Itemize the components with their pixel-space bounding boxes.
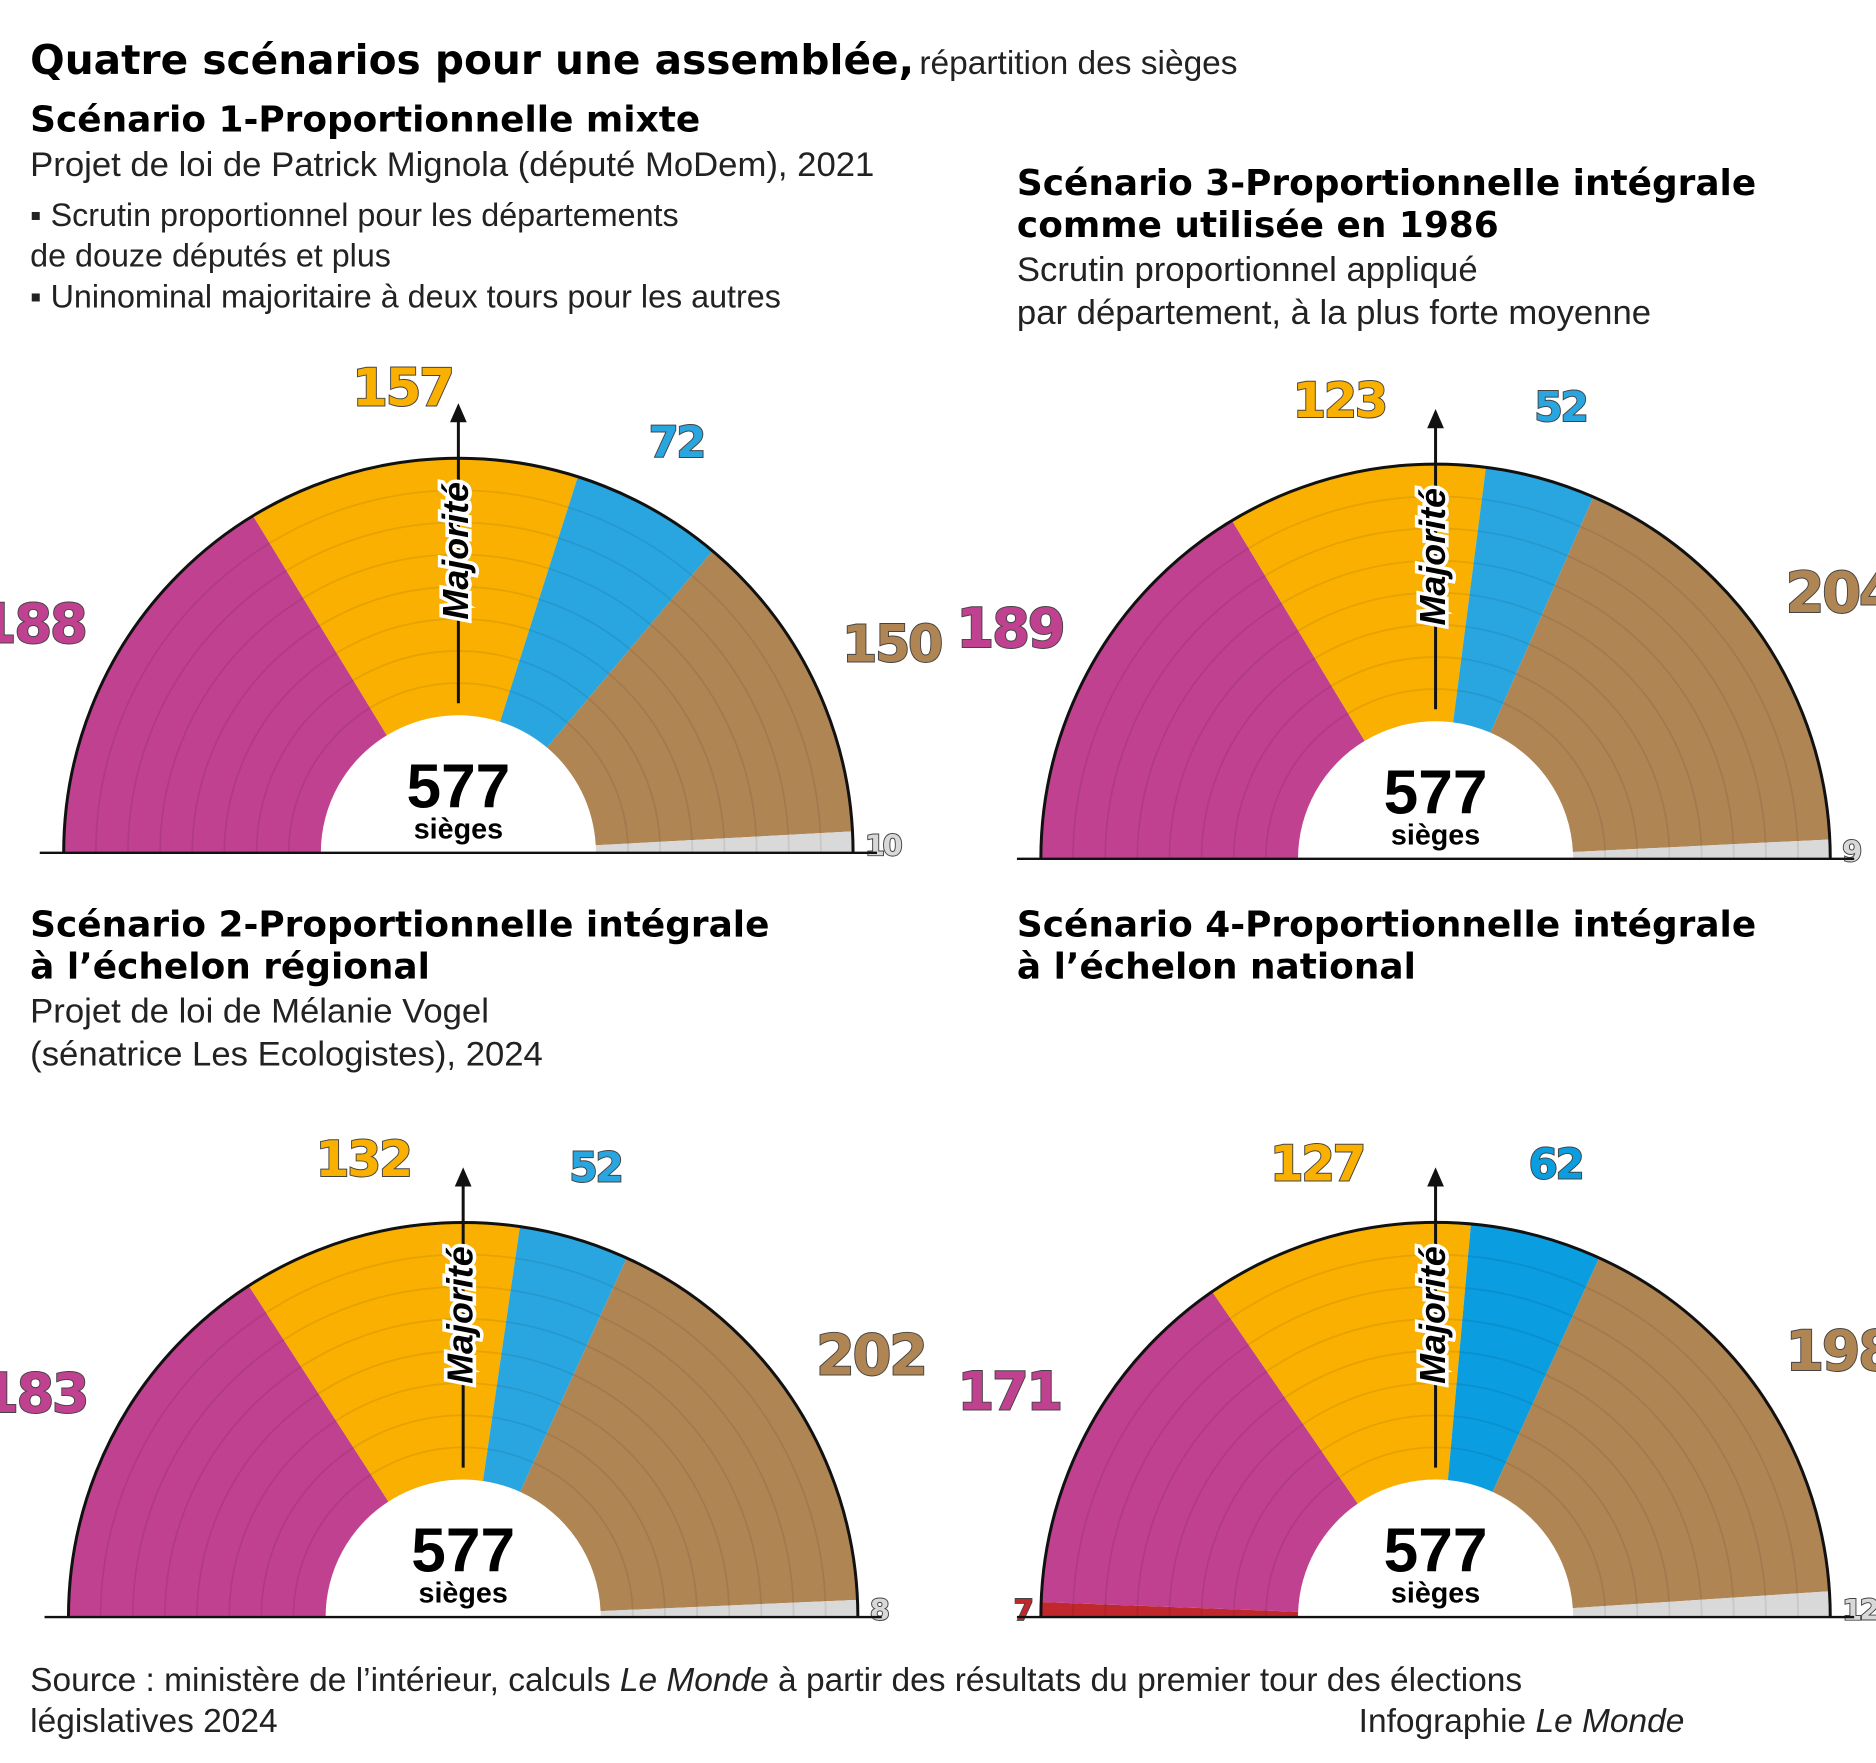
seat-sector: [253, 458, 578, 736]
credit-text: Le Monde: [1535, 1703, 1684, 1740]
majority-label: Majorité: [1413, 1246, 1453, 1384]
chart-title: Scénario 4-Proportionnelle intégrale: [1017, 905, 1756, 946]
seat-label: 183: [0, 1362, 87, 1425]
majority-label: Majorité: [1413, 488, 1453, 626]
majority-arrow: [1427, 409, 1444, 429]
seat-label: 12: [1842, 1593, 1876, 1627]
seat-label: 202: [816, 1323, 926, 1388]
source-text: Le Monde: [620, 1662, 769, 1699]
seat-label: 7: [1014, 1593, 1032, 1627]
majority-label: Majorité: [436, 482, 476, 620]
source-text: Source : ministère de l’intérieur, calcu…: [30, 1662, 620, 1699]
seat-label: 72: [649, 418, 704, 468]
source-text: à partir des résultats du premier tour d…: [769, 1662, 1522, 1699]
seat-label: 127: [1270, 1136, 1364, 1192]
chart-title: Scénario 3-Proportionnelle intégrale: [1017, 163, 1756, 204]
total-label: sièges: [1391, 1578, 1480, 1610]
seat-label: 204: [1785, 561, 1876, 626]
total-seats: 577: [411, 1517, 515, 1586]
subtitle: répartition des sièges: [919, 45, 1237, 82]
seat-label: 157: [352, 358, 452, 418]
total-seats: 577: [1384, 1517, 1488, 1586]
seat-label: 188: [0, 591, 85, 655]
chart-title: à l’échelon national: [1017, 946, 1416, 987]
seat-sector: [500, 476, 713, 748]
seat-label: 189: [956, 596, 1063, 660]
chart-title: comme utilisée en 1986: [1017, 205, 1499, 246]
chart-subtitle: Projet de loi de Patrick Mignola (député…: [30, 146, 874, 184]
seat-label: 10: [865, 829, 902, 863]
chart-title: Scénario 2-Proportionnelle intégrale: [30, 905, 769, 946]
seat-sector: [1041, 1291, 1358, 1612]
seat-label: 8: [870, 1593, 889, 1627]
seat-sector: [595, 831, 854, 853]
seat-label: 62: [1529, 1140, 1583, 1189]
seat-sector: [1447, 1223, 1600, 1492]
chart-title: à l’échelon régional: [30, 946, 430, 987]
majority-arrow: [454, 1167, 472, 1187]
seat-sector: [600, 1599, 858, 1618]
seat-label: 9: [1842, 835, 1861, 869]
seat-sector: [1232, 464, 1486, 741]
majority-label: Majorité: [441, 1246, 481, 1384]
seat-sector: [1453, 467, 1594, 733]
seat-label: 171: [958, 1361, 1061, 1422]
total-label: sièges: [1391, 819, 1480, 851]
chart-title: Scénario 1-Proportionnelle mixte: [30, 100, 700, 141]
seat-label: 132: [316, 1130, 411, 1188]
seat-sector: [1572, 839, 1831, 859]
seat-label: 52: [1534, 383, 1586, 431]
seat-sector: [1040, 520, 1365, 859]
chart-subtitle: par département, à la plus forte moyenne: [1017, 294, 1651, 332]
chart-note: de douze députés et plus: [30, 238, 391, 274]
main-title: Quatre scénarios pour une assemblée, rép…: [30, 36, 1237, 84]
seat-sector: [482, 1226, 627, 1492]
total-label: sièges: [414, 813, 503, 845]
chart-subtitle: (sénatrice Les Ecologistes), 2024: [30, 1036, 543, 1074]
seat-sector: [1040, 1602, 1299, 1618]
seat-sector: [546, 550, 853, 846]
seat-sector: [1490, 496, 1830, 853]
total-label: sièges: [419, 1578, 508, 1610]
majority-arrow: [450, 403, 467, 423]
chart-subtitle: Scrutin proportionnel appliqué: [1017, 251, 1478, 289]
seat-sector: [248, 1222, 520, 1502]
title: Quatre scénarios pour une assemblée,: [30, 36, 914, 84]
credit: Infographie Le Monde: [1359, 1703, 1685, 1740]
seat-sector: [1492, 1257, 1830, 1609]
source: Source : ministère de l’intérieur, calcu…: [30, 1662, 1522, 1699]
seat-sector: [520, 1257, 858, 1612]
seat-sector: [1212, 1222, 1471, 1504]
seat-label: 198: [1785, 1319, 1876, 1384]
seat-label: 123: [1293, 373, 1386, 429]
credit-text: Infographie: [1359, 1703, 1536, 1740]
majority-arrow: [1427, 1167, 1444, 1187]
seat-label: 150: [842, 614, 941, 673]
chart-note: ▪ Scrutin proportionnel pour les départe…: [30, 197, 678, 233]
seat-sector: [63, 515, 387, 853]
total-seats: 577: [1384, 758, 1488, 827]
source: législatives 2024: [30, 1703, 277, 1740]
seat-sector: [68, 1285, 389, 1618]
total-seats: 577: [406, 752, 510, 821]
seat-label: 52: [569, 1144, 621, 1192]
chart-note: ▪ Uninominal majoritaire à deux tours po…: [30, 278, 781, 314]
chart-subtitle: Projet de loi de Mélanie Vogel: [30, 993, 489, 1031]
seat-sector: [1572, 1591, 1831, 1618]
